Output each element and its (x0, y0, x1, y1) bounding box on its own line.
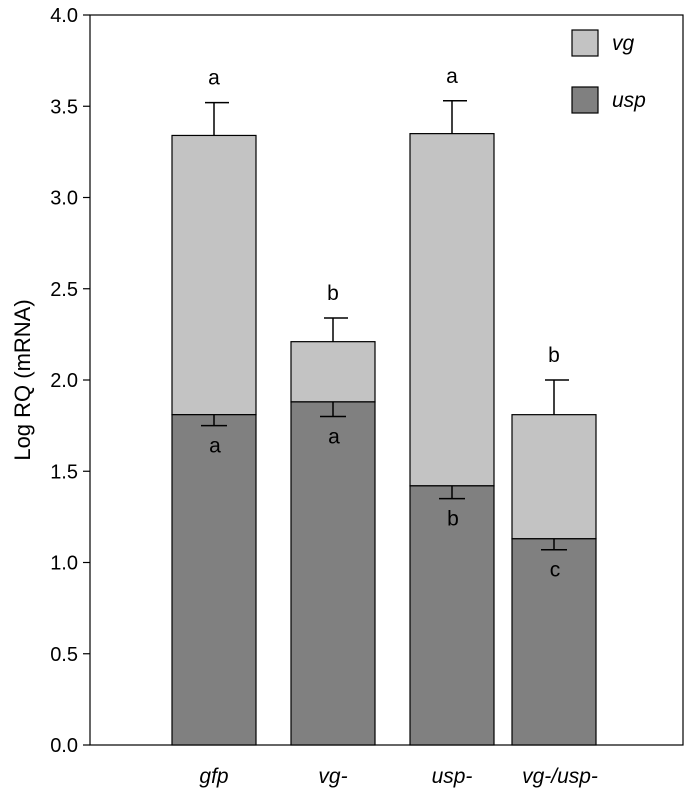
significance-usp-0: a (209, 435, 221, 458)
bar-usp-1 (290, 401, 376, 746)
x-category-label: gfp (199, 765, 228, 788)
bar-usp-0 (171, 414, 257, 746)
legend-swatch-vg (571, 29, 599, 57)
legend-swatch-usp (571, 86, 599, 114)
y-tick-label: 2.5 (50, 279, 78, 301)
y-axis-label: Log RQ (mRNA) (10, 299, 35, 460)
bar-vg-2 (409, 133, 495, 487)
y-tick-label: 1.0 (50, 553, 78, 575)
significance-vg-2: a (446, 65, 458, 88)
y-tick-label: 4.0 (50, 5, 78, 27)
significance-vg-0: a (208, 67, 220, 90)
bar-usp-3 (511, 538, 597, 746)
bar-vg-3 (511, 414, 597, 540)
legend-label-vg: vg (612, 32, 635, 55)
bar-vg-1 (290, 341, 376, 403)
significance-usp-3: c (550, 559, 561, 582)
x-category-label: vg- (318, 765, 347, 788)
y-tick-label: 3.0 (50, 188, 78, 210)
bar-vg-0 (171, 134, 257, 416)
x-category-label: vg-/usp- (522, 765, 598, 788)
significance-vg-3: b (548, 344, 560, 367)
legend-label-usp: usp (612, 89, 646, 112)
y-tick-label: 1.5 (50, 461, 78, 483)
y-tick-label: 2.0 (50, 370, 78, 392)
y-tick-label: 0.5 (50, 644, 78, 666)
x-category-label: usp- (432, 765, 473, 788)
significance-vg-1: b (327, 282, 339, 305)
significance-usp-1: a (328, 426, 340, 449)
y-tick-label: 3.5 (50, 96, 78, 118)
significance-usp-2: b (447, 508, 459, 531)
y-tick-label: 0.0 (50, 735, 78, 757)
